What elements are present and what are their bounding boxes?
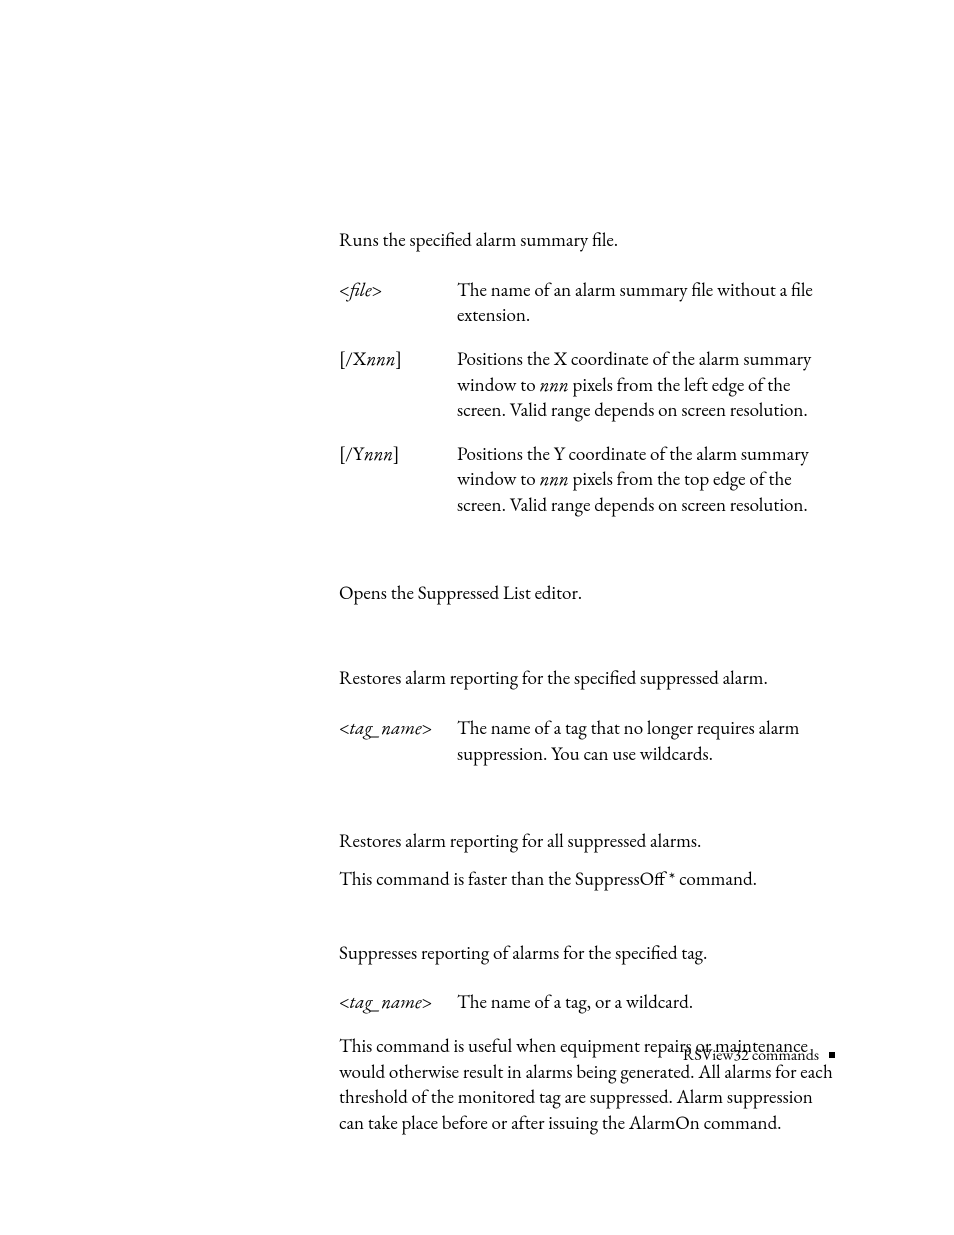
term-tagname-1-it: tag_name: [350, 715, 422, 740]
term-ynnn: [/Ynnn]: [339, 441, 457, 467]
term-file: <file>: [339, 277, 457, 303]
term-tagname-2-pre: <: [339, 989, 350, 1014]
suppressedlist-intro: Opens the Suppressed List editor.: [339, 580, 835, 606]
term-xnnn-post: ]: [396, 346, 402, 371]
term-tagname-2: <tag_name>: [339, 989, 457, 1015]
footer-square-icon: [829, 1052, 835, 1058]
spacer-4: [339, 904, 835, 940]
term-xnnn: [/Xnnn]: [339, 346, 457, 372]
desc-file: The name of an alarm summary file withou…: [457, 277, 835, 328]
term-tagname-1-pre: <: [339, 715, 350, 740]
runfile-intro: Runs the specified alarm summary file.: [339, 227, 835, 253]
term-ynnn-pre: [/Y: [339, 441, 364, 466]
spacer-1: [339, 558, 835, 580]
term-ynnn-it: nnn: [364, 441, 393, 466]
desc-ynnn: Positions the Y coordinate of the alarm …: [457, 441, 835, 518]
term-xnnn-it: nnn: [366, 346, 395, 371]
spacer-3: [339, 806, 835, 828]
term-tagname-2-it: tag_name: [350, 989, 422, 1014]
term-ynnn-post: ]: [393, 441, 399, 466]
desc-ynnn-it: nnn: [539, 466, 568, 491]
page: Runs the specified alarm summary file. <…: [0, 0, 954, 1235]
desc-xnnn-it: nnn: [539, 372, 568, 397]
suppresson-intro: Suppresses reporting of alarms for the s…: [339, 940, 835, 966]
def-row-file: <file> The name of an alarm summary file…: [339, 277, 835, 328]
def-row-tagname-2: <tag_name> The name of a tag, or a wildc…: [339, 989, 835, 1015]
term-file-post: >: [372, 277, 383, 302]
suppresson-definitions: <tag_name> The name of a tag, or a wildc…: [339, 989, 835, 1015]
term-tagname-2-post: >: [422, 989, 433, 1014]
term-file-pre: <: [339, 277, 350, 302]
restorespec-definitions: <tag_name> The name of a tag that no lon…: [339, 715, 835, 766]
def-row-xnnn: [/Xnnn] Positions the X coordinate of th…: [339, 346, 835, 423]
restoreall-p1: Restores alarm reporting for all suppres…: [339, 828, 835, 854]
term-file-it: file: [350, 277, 372, 302]
page-footer: RSView32 commands: [683, 1044, 835, 1065]
restorespec-intro: Restores alarm reporting for the specifi…: [339, 665, 835, 691]
term-tagname-1-post: >: [422, 715, 433, 740]
footer-text: RSView32 commands: [683, 1044, 819, 1065]
desc-tagname-1: The name of a tag that no longer require…: [457, 715, 835, 766]
term-xnnn-pre: [/X: [339, 346, 366, 371]
runfile-definitions: <file> The name of an alarm summary file…: [339, 277, 835, 518]
desc-xnnn: Positions the X coordinate of the alarm …: [457, 346, 835, 423]
def-row-tagname-1: <tag_name> The name of a tag that no lon…: [339, 715, 835, 766]
term-tagname-1: <tag_name>: [339, 715, 457, 741]
spacer-2: [339, 629, 835, 665]
restoreall-p2: This command is faster than the Suppress…: [339, 866, 835, 892]
def-row-ynnn: [/Ynnn] Positions the Y coordinate of th…: [339, 441, 835, 518]
desc-tagname-2: The name of a tag, or a wildcard.: [457, 989, 835, 1015]
